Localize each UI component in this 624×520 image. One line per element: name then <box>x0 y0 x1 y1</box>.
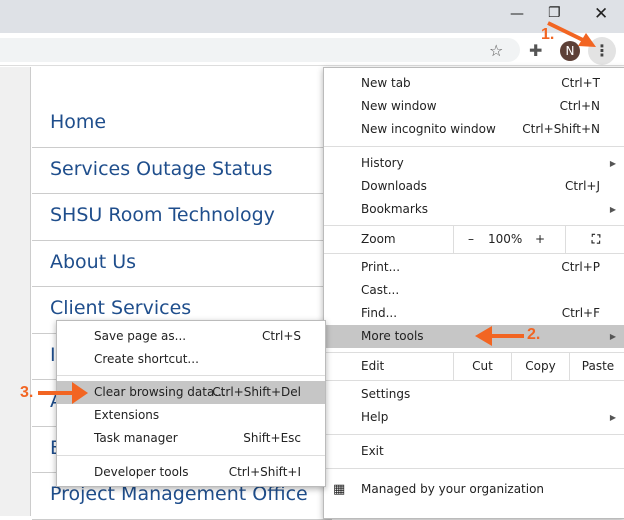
shortcut: Ctrl+T <box>561 76 600 90</box>
label: New window <box>361 99 437 113</box>
menu-incognito[interactable]: New incognito window Ctrl+Shift+N <box>324 118 624 141</box>
submenu-arrow-icon: ▶ <box>609 413 616 422</box>
copy-button[interactable]: Copy <box>511 353 569 380</box>
label: Managed by your organization <box>361 482 545 496</box>
shortcut: Ctrl+P <box>561 260 600 274</box>
submenu-arrow-icon: ▶ <box>609 205 616 214</box>
label: Save page as... <box>94 329 187 343</box>
menu-find[interactable]: Find... Ctrl+F <box>324 302 624 325</box>
label: Zoom <box>361 232 396 246</box>
label: Edit <box>361 359 385 373</box>
kebab-menu-icon[interactable]: ⋮ <box>588 37 616 65</box>
submenu-arrow-icon: ▶ <box>609 159 616 168</box>
label: Downloads <box>361 179 427 193</box>
label: Bookmarks <box>361 202 429 216</box>
shortcut: Ctrl+Shift+Del <box>212 385 301 399</box>
label: History <box>361 156 404 170</box>
label: Help <box>361 410 389 424</box>
close-icon[interactable]: ✕ <box>594 4 609 24</box>
label: Settings <box>361 387 411 401</box>
divider <box>57 375 325 376</box>
menu-cast[interactable]: Cast... <box>324 279 624 302</box>
shortcut: Ctrl+N <box>559 99 600 113</box>
menu-history[interactable]: History ▶ <box>324 152 624 175</box>
step-2-label: 2. <box>527 326 541 343</box>
menu-print[interactable]: Print... Ctrl+P <box>324 256 624 279</box>
avatar[interactable]: N <box>560 41 580 61</box>
submenu-arrow-icon: ▶ <box>609 332 616 341</box>
submenu-extensions[interactable]: Extensions <box>57 404 325 427</box>
arrow-2-head <box>475 326 492 346</box>
minimize-icon[interactable]: — <box>510 6 524 22</box>
label: Task manager <box>94 431 178 445</box>
shortcut: Ctrl+F <box>561 306 600 320</box>
label: More tools <box>361 329 424 343</box>
label: Clear browsing data... <box>94 385 226 399</box>
arrow-3-head <box>72 382 88 404</box>
nav-home[interactable]: Home <box>32 101 332 148</box>
zoom-value: 100% <box>488 232 523 246</box>
label: Print... <box>361 260 401 274</box>
menu-help[interactable]: Help ▶ <box>324 406 624 429</box>
zoom-out-button[interactable]: – <box>453 226 488 253</box>
nav-about-us[interactable]: About Us <box>32 241 332 287</box>
divider <box>324 352 624 353</box>
extensions-puzzle-icon[interactable]: ✚ <box>529 41 543 60</box>
building-icon: ▦ <box>333 482 346 497</box>
zoom-in-button[interactable]: + <box>534 232 546 246</box>
label: Find... <box>361 306 398 320</box>
menu-exit[interactable]: Exit <box>324 440 624 463</box>
label: New incognito window <box>361 122 496 136</box>
menu-bookmarks[interactable]: Bookmarks ▶ <box>324 198 624 221</box>
menu-edit: Edit Cut Copy Paste <box>324 353 624 380</box>
step-1-label: 1. <box>541 26 555 43</box>
submenu-developer-tools[interactable]: Developer tools Ctrl+Shift+I <box>57 461 325 484</box>
label: Developer tools <box>94 465 189 479</box>
submenu-save-page[interactable]: Save page as... Ctrl+S <box>57 325 325 348</box>
restore-icon[interactable]: ❐ <box>548 5 561 21</box>
paste-button[interactable]: Paste <box>569 353 624 380</box>
title-bar <box>0 0 624 33</box>
page-margin <box>0 67 31 516</box>
shortcut: Ctrl+Shift+N <box>522 122 600 136</box>
shortcut: Ctrl+J <box>565 179 600 193</box>
arrow-1-head <box>578 33 596 47</box>
label: Extensions <box>94 408 160 422</box>
bookmark-star-icon[interactable]: ☆ <box>489 41 504 60</box>
label: Create shortcut... <box>94 352 199 366</box>
cut-button[interactable]: Cut <box>453 353 511 380</box>
divider <box>324 225 624 226</box>
step-3-label: 3. <box>20 384 34 401</box>
menu-more-tools[interactable]: More tools ▶ <box>324 325 624 348</box>
divider <box>324 146 624 147</box>
label: Cast... <box>361 283 400 297</box>
address-bar[interactable] <box>0 38 520 62</box>
submenu-create-shortcut[interactable]: Create shortcut... <box>57 348 325 371</box>
chrome-main-menu: New tab Ctrl+T New window Ctrl+N New incog… <box>323 67 624 519</box>
nav-room-technology[interactable]: SHSU Room Technology <box>32 194 332 241</box>
label: New tab <box>361 76 411 90</box>
arrow-1-shaft <box>547 21 586 43</box>
shortcut: Ctrl+Shift+I <box>228 465 301 479</box>
nav-services-outage[interactable]: Services Outage Status <box>32 148 332 194</box>
fullscreen-icon[interactable]: ⛶ <box>565 226 624 253</box>
divider <box>324 253 624 254</box>
more-tools-submenu: Save page as... Ctrl+S Create shortcut...… <box>56 320 326 487</box>
shortcut: Shift+Esc <box>243 431 301 445</box>
menu-new-window[interactable]: New window Ctrl+N <box>324 95 624 118</box>
shortcut: Ctrl+S <box>261 329 301 343</box>
divider <box>324 434 624 435</box>
menu-managed[interactable]: ▦ Managed by your organization <box>324 478 624 501</box>
menu-settings[interactable]: Settings <box>324 383 624 406</box>
submenu-task-manager[interactable]: Task manager Shift+Esc <box>57 427 325 450</box>
submenu-clear-browsing-data[interactable]: Clear browsing data... Ctrl+Shift+Del <box>57 381 325 404</box>
label: Exit <box>361 444 384 458</box>
divider <box>57 455 325 456</box>
divider <box>324 380 624 381</box>
menu-zoom: Zoom – 100% + ⛶ <box>324 226 624 253</box>
divider <box>324 468 624 469</box>
menu-downloads[interactable]: Downloads Ctrl+J <box>324 175 624 198</box>
menu-new-tab[interactable]: New tab Ctrl+T <box>324 72 624 95</box>
